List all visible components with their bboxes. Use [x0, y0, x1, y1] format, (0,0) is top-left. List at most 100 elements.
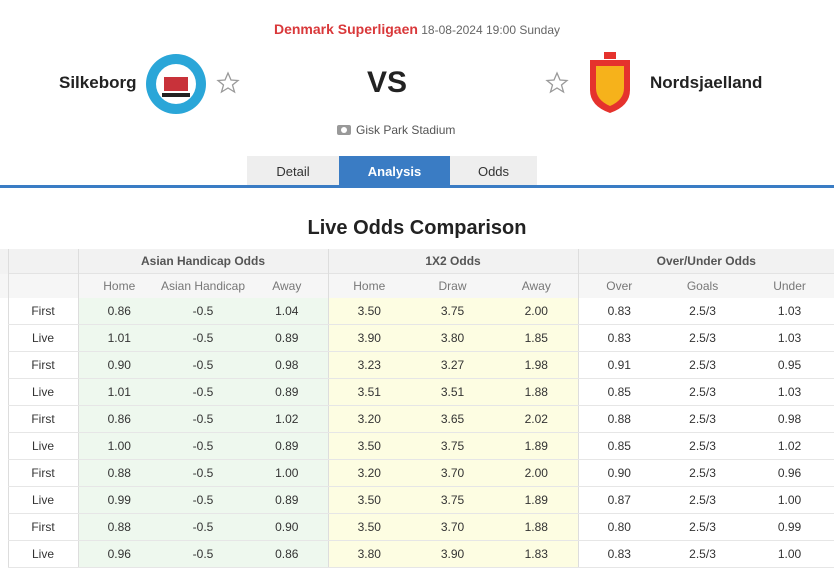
odds-cell: 3.50: [327, 432, 411, 460]
odds-cell: 3.20: [327, 405, 411, 433]
odds-cell: 0.87: [577, 486, 661, 514]
row-label: Live: [7, 324, 78, 352]
odds-cell: 2.5/3: [660, 324, 746, 352]
odds-cell: -0.5: [160, 486, 246, 514]
row-label: Live: [7, 378, 78, 406]
odds-cell: 0.91: [577, 351, 661, 379]
odds-cell: -0.5: [160, 378, 246, 406]
odds-cell: 0.96: [77, 540, 160, 568]
tab-bar: Detail Analysis Odds: [247, 156, 537, 187]
odds-cell: 2.5/3: [660, 513, 746, 541]
odds-cell: 3.50: [327, 298, 411, 325]
odds-cell: 1.89: [495, 486, 579, 514]
home-logo: [146, 54, 206, 114]
odds-row: First 0.86 -0.5 1.02 3.20 3.65 2.02 0.88 2.5/3 0.…: [0, 405, 834, 433]
pad-cell: [0, 540, 8, 568]
odds-cell: 0.88: [577, 405, 661, 433]
pad-cell: [0, 298, 8, 325]
pad-cell: [0, 351, 8, 379]
odds-cell: 2.5/3: [660, 298, 746, 325]
away-team[interactable]: Nordsjaelland: [650, 73, 763, 92]
odds-cell: 3.51: [410, 378, 496, 406]
pad-cell: [0, 378, 8, 406]
odds-cell: 1.03: [745, 378, 834, 406]
odds-cell: -0.5: [160, 459, 246, 487]
odds-cell: 0.89: [246, 432, 329, 460]
odds-cell: 3.80: [410, 324, 496, 352]
match-header: Denmark Superligaen 18-08-2024 19:00 Sun…: [0, 21, 834, 37]
odds-row: First 0.88 -0.5 1.00 3.20 3.70 2.00 0.90 2.5/3 0.…: [0, 459, 834, 487]
odds-row: Live 0.96 -0.5 0.86 3.80 3.90 1.83 0.83 2.5/3 1.0…: [0, 540, 834, 568]
odds-cell: 2.02: [495, 405, 579, 433]
odds-cell: 0.99: [77, 486, 160, 514]
row-label: First: [7, 298, 78, 325]
odds-cell: 3.70: [410, 459, 496, 487]
pad-cell: [0, 405, 8, 433]
odds-cell: 1.00: [745, 540, 834, 568]
section-title: Live Odds Comparison: [307, 217, 527, 239]
odds-row: First 0.88 -0.5 0.90 3.50 3.70 1.88 0.80 2.5/3 0.…: [0, 513, 834, 541]
odds-cell: 2.5/3: [660, 540, 746, 568]
home-team[interactable]: Silkeborg: [59, 73, 137, 92]
odds-cell: 3.80: [327, 540, 411, 568]
pad-cell: [0, 486, 8, 514]
odds-row: First 0.90 -0.5 0.98 3.23 3.27 1.98 0.91 2.5/3 0.…: [0, 351, 834, 379]
odds-cell: 0.80: [577, 513, 661, 541]
pad-cell: [0, 459, 8, 487]
odds-cell: -0.5: [160, 432, 246, 460]
odds-cell: 2.5/3: [660, 351, 746, 379]
odds-cell: 0.90: [246, 513, 329, 541]
odds-cell: 0.90: [77, 351, 160, 379]
odds-cell: 0.89: [246, 324, 329, 352]
odds-cell: 1.03: [745, 324, 834, 352]
row-label: Live: [7, 486, 78, 514]
odds-cell: 2.00: [495, 459, 579, 487]
odds-cell: 1.00: [246, 459, 329, 487]
odds-cell: -0.5: [160, 405, 246, 433]
odds-cell: 0.86: [77, 405, 160, 433]
odds-cell: 0.98: [246, 351, 329, 379]
column-header: Away: [495, 273, 579, 298]
odds-cell: 1.01: [77, 324, 160, 352]
pad-cell: [0, 324, 8, 352]
row-label: First: [7, 405, 78, 433]
odds-cell: 0.88: [77, 513, 160, 541]
odds-cell: 1.02: [246, 405, 329, 433]
odds-cell: 3.90: [327, 324, 411, 352]
odds-cell: 0.88: [77, 459, 160, 487]
odds-row: Live 1.01 -0.5 0.89 3.51 3.51 1.88 0.85 2.5/3 1.0…: [0, 378, 834, 406]
tab[interactable]: Analysis: [339, 156, 450, 187]
odds-row: First 0.86 -0.5 1.04 3.50 3.75 2.00 0.83 2.5/3 1.…: [0, 298, 834, 325]
odds-cell: 2.5/3: [660, 378, 746, 406]
tab[interactable]: Detail: [247, 156, 339, 187]
odds-cell: 3.23: [327, 351, 411, 379]
odds-cell: 3.65: [410, 405, 496, 433]
odds-cell: 3.75: [410, 486, 496, 514]
blank-header: [7, 249, 78, 274]
stadium-icon: [337, 125, 351, 135]
favorite-star[interactable]: [545, 71, 569, 95]
favorite-star[interactable]: [216, 71, 240, 95]
column-header: Home: [327, 273, 411, 298]
column-header: Away: [246, 273, 329, 298]
odds-row: Live 1.00 -0.5 0.89 3.50 3.75 1.89 0.85 2.5/3 1.0…: [0, 432, 834, 460]
league[interactable]: Denmark Superligaen: [273, 21, 418, 37]
odds-cell: 3.20: [327, 459, 411, 487]
odds-cell: 2.5/3: [660, 405, 746, 433]
tab[interactable]: Odds: [450, 156, 537, 187]
odds-cell: 3.90: [410, 540, 496, 568]
column-header: Draw: [410, 273, 496, 298]
odds-cell: 0.98: [745, 405, 834, 433]
column-header: Under: [745, 273, 834, 298]
group-header: Over/Under Odds: [577, 249, 834, 274]
column-header: Home: [77, 273, 160, 298]
odds-cell: 0.86: [246, 540, 329, 568]
odds-cell: 3.75: [410, 432, 496, 460]
odds-cell: 3.75: [410, 298, 496, 325]
odds-cell: 1.01: [77, 378, 160, 406]
odds-cell: 1.02: [745, 432, 834, 460]
group-header-row: Asian Handicap Odds 1X2 Odds Over/Under Od…: [0, 249, 834, 274]
odds-cell: -0.5: [160, 513, 246, 541]
column-header: Goals: [660, 273, 746, 298]
odds-cell: 3.70: [410, 513, 496, 541]
